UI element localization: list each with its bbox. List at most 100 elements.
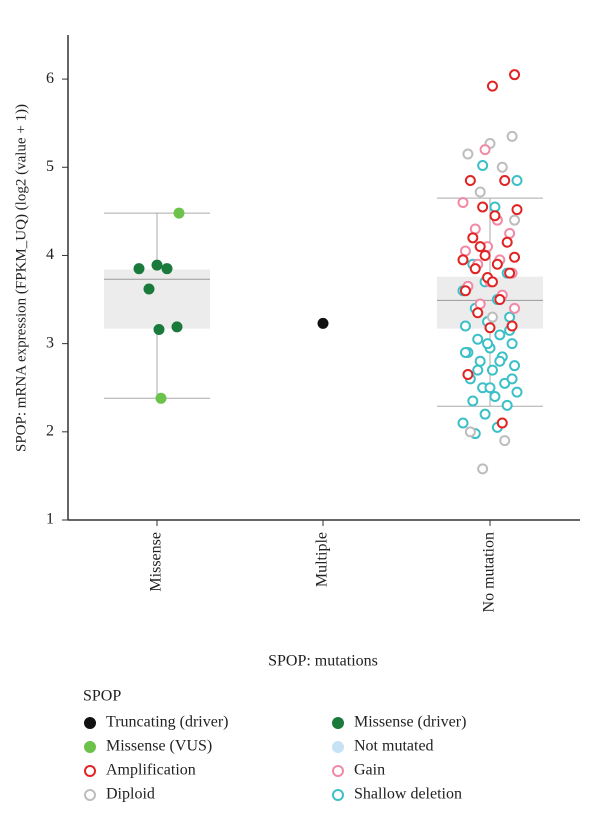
point (486, 311, 498, 323)
point (459, 320, 471, 332)
legend-marker (84, 789, 96, 801)
point (494, 294, 506, 306)
legend-marker (332, 765, 344, 777)
y-tick-label: 5 (46, 158, 54, 175)
point (464, 426, 476, 438)
point (506, 338, 518, 350)
point (506, 373, 518, 385)
point (469, 263, 481, 275)
legend-label: Missense (VUS) (106, 738, 212, 755)
point (496, 161, 508, 173)
point (479, 249, 491, 261)
point (474, 298, 486, 310)
point (161, 263, 173, 275)
point (459, 285, 471, 297)
point (462, 369, 474, 380)
legend-marker (84, 717, 96, 729)
y-axis-label: SPOP: mRNA expression (FPKM_UQ) (log2 (v… (13, 104, 29, 452)
point (496, 417, 508, 429)
point (143, 283, 155, 295)
point (506, 320, 518, 332)
legend-label: Not mutated (354, 738, 434, 755)
y-tick-label: 4 (46, 246, 54, 263)
point (511, 386, 523, 398)
point (457, 197, 469, 209)
point (509, 302, 521, 314)
point (474, 241, 486, 253)
legend-label: Missense (driver) (354, 714, 466, 731)
point (509, 214, 521, 226)
point (494, 329, 506, 341)
point (484, 382, 496, 394)
point (457, 254, 469, 266)
point (499, 435, 511, 447)
legend-marker (332, 741, 344, 753)
point (153, 324, 165, 336)
point (486, 80, 498, 92)
point (479, 408, 491, 420)
point (469, 223, 481, 235)
point (474, 355, 486, 367)
legend-label: Truncating (driver) (106, 714, 229, 731)
legend-label: Gain (354, 762, 385, 779)
x-tick-label: No mutation (481, 532, 498, 612)
point (459, 346, 471, 358)
legend-label: Shallow deletion (354, 786, 462, 803)
point (317, 317, 329, 329)
point (509, 251, 521, 263)
point (501, 236, 513, 248)
point (467, 232, 479, 244)
y-tick-label: 1 (46, 511, 54, 528)
box (104, 269, 210, 329)
point (489, 391, 501, 403)
point (486, 276, 498, 288)
point (171, 321, 183, 333)
point (477, 463, 489, 475)
point (477, 160, 489, 172)
point (491, 258, 503, 270)
y-tick-label: 2 (46, 422, 54, 439)
legend-label: Diploid (106, 786, 155, 803)
point (484, 322, 496, 334)
point (173, 207, 185, 219)
point (457, 417, 469, 429)
point (489, 201, 501, 213)
point (506, 130, 518, 142)
y-tick-label: 3 (46, 334, 54, 351)
point (494, 355, 506, 367)
point (511, 175, 523, 186)
legend-label: Amplification (106, 762, 196, 779)
point (151, 259, 163, 271)
point (504, 311, 516, 323)
x-tick-label: Missense (148, 532, 165, 592)
legend-marker (84, 765, 96, 777)
point (486, 364, 498, 376)
point (482, 338, 494, 350)
legend-title: SPOP (83, 688, 121, 705)
y-tick-label: 6 (46, 70, 54, 87)
point (462, 148, 474, 160)
point (459, 245, 471, 257)
x-axis-label: SPOP: mutations (268, 653, 378, 670)
point (509, 360, 521, 372)
point (504, 267, 516, 279)
point (472, 333, 484, 345)
legend-marker (332, 789, 344, 801)
point (474, 186, 486, 198)
point (472, 364, 484, 376)
point (155, 392, 167, 404)
point (467, 395, 479, 407)
point (464, 175, 476, 186)
point (499, 175, 511, 186)
point (489, 210, 501, 222)
point (133, 263, 145, 275)
legend-marker (332, 717, 344, 729)
legend-marker (84, 741, 96, 753)
point (501, 399, 513, 411)
point (472, 307, 484, 319)
point (477, 201, 489, 213)
point (504, 227, 516, 239)
x-tick-label: Multiple (314, 532, 331, 587)
point (511, 204, 523, 216)
